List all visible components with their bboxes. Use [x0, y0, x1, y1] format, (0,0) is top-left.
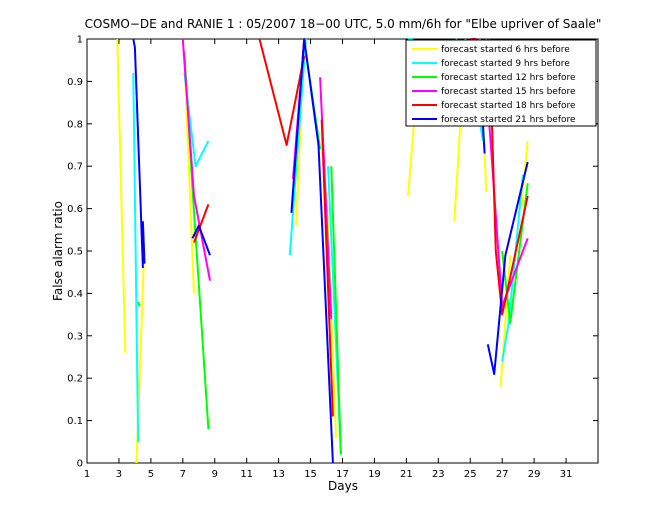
x-axis-label: Days	[328, 479, 358, 493]
y-tick-label: 0.4	[67, 289, 83, 300]
y-tick-label: 1	[77, 35, 83, 46]
legend-label: forecast started 15 hrs before	[441, 87, 576, 97]
series-line-segment	[486, 161, 529, 375]
series-4	[193, 38, 529, 417]
x-tick-label: 1	[84, 469, 90, 480]
legend-label: forecast started 12 hrs before	[441, 73, 576, 83]
y-tick-label: 0.5	[67, 247, 83, 258]
series-line-segment	[290, 38, 334, 464]
x-tick-label: 15	[304, 469, 317, 480]
series-line-segment	[116, 38, 127, 353]
x-tick-label: 27	[496, 469, 509, 480]
x-tick-label: 25	[464, 469, 477, 480]
x-tick-label: 5	[148, 469, 154, 480]
y-tick-label: 0.1	[67, 416, 83, 427]
y-tick-label: 0.3	[67, 331, 83, 342]
series-line-segment	[501, 174, 524, 362]
x-tick-label: 29	[528, 469, 541, 480]
series-line-segment	[320, 119, 334, 417]
y-tick-label: 0.9	[67, 77, 83, 88]
legend-label: forecast started 6 hrs before	[441, 45, 570, 55]
series-line-segment	[499, 255, 512, 387]
legend-label: forecast started 21 hrs before	[441, 115, 576, 125]
y-tick-label: 0.2	[67, 374, 83, 385]
series-line-segment	[319, 77, 333, 319]
series-line-segment	[183, 60, 195, 294]
x-tick-label: 31	[560, 469, 573, 480]
series-line-segment	[488, 38, 529, 316]
series-line-segment	[141, 221, 146, 264]
y-tick-label: 0.6	[67, 204, 83, 215]
legend-label: forecast started 18 hrs before	[441, 101, 576, 111]
series-line-segment	[191, 224, 211, 256]
x-tick-label: 19	[368, 469, 381, 480]
y-tick-label: 0.7	[67, 162, 83, 173]
series-line-segment	[288, 38, 307, 256]
x-tick-label: 17	[336, 469, 349, 480]
x-tick-label: 7	[180, 469, 186, 480]
series-line-segment	[330, 166, 342, 455]
x-tick-label: 13	[272, 469, 285, 480]
x-tick-label: 21	[400, 469, 413, 480]
series-line-segment	[132, 38, 144, 269]
x-tick-label: 3	[116, 469, 122, 480]
series-line-segment	[501, 183, 529, 325]
x-tick-label: 23	[432, 469, 445, 480]
series-line-segment	[258, 38, 306, 146]
x-tick-label: 9	[212, 469, 218, 480]
y-tick-label: 0	[77, 459, 83, 470]
series-line-segment	[181, 38, 211, 281]
series-line-segment	[132, 72, 140, 442]
y-tick-label: 0.8	[67, 119, 83, 130]
series-line-segment	[193, 204, 210, 243]
legend-label: forecast started 9 hrs before	[441, 59, 570, 69]
y-axis-label: False alarm ratio	[51, 201, 65, 301]
x-tick-label: 11	[240, 469, 253, 480]
chart-title: COSMO−DE and RANIE 1 : 05/2007 18−00 UTC…	[85, 17, 602, 31]
legend-box	[405, 39, 597, 127]
legend: forecast started 6 hrs before forecast st…	[405, 39, 597, 127]
series-line-segment	[137, 301, 141, 307]
